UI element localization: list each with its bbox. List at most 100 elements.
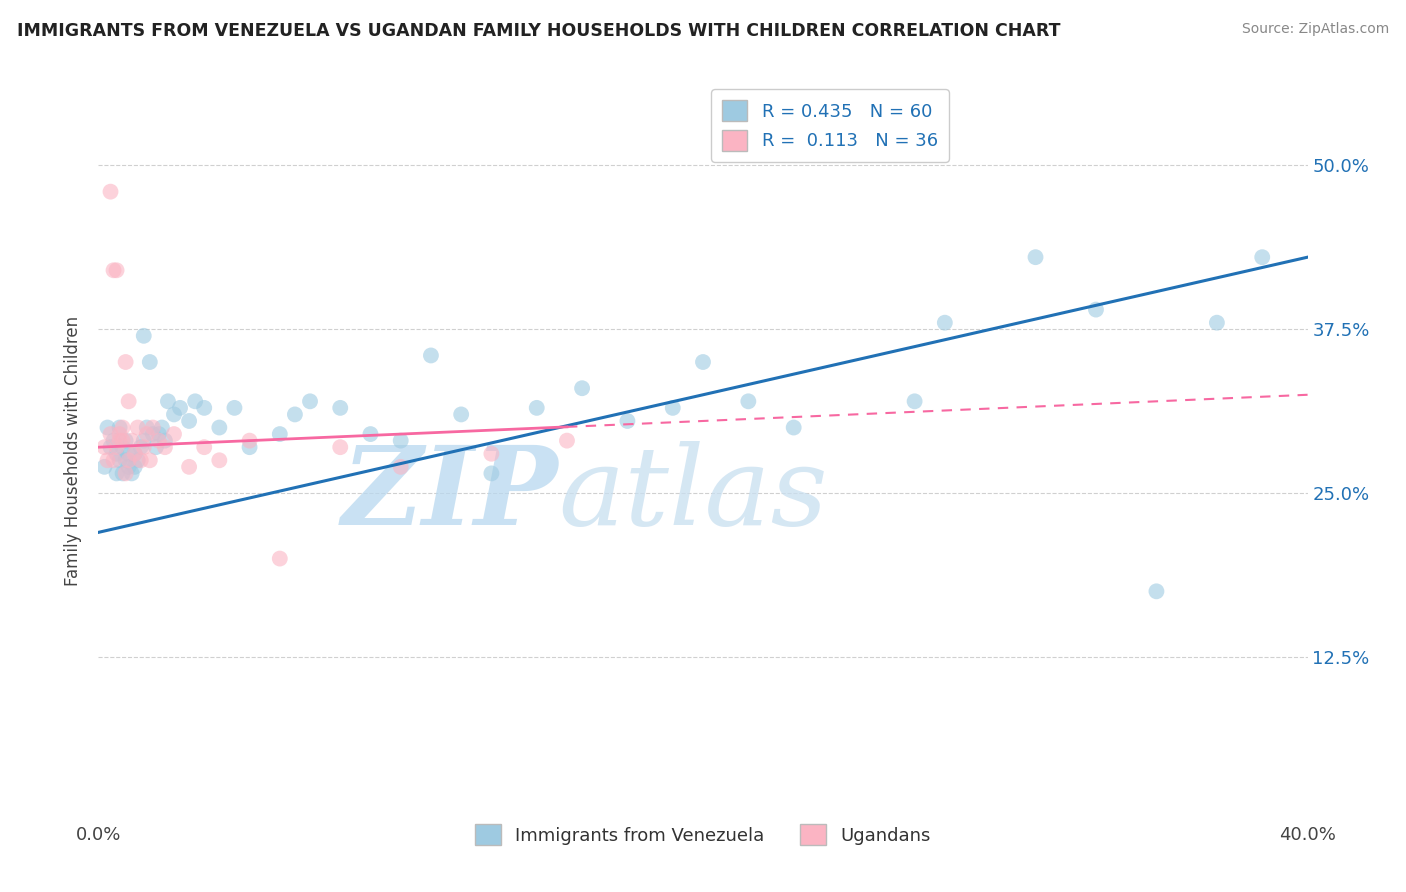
Point	[148, 434, 170, 448]
Point	[103, 434, 125, 448]
Point	[111, 440, 134, 454]
Point	[124, 459, 146, 474]
Point	[299, 394, 322, 409]
Point	[169, 401, 191, 415]
Point	[481, 467, 503, 481]
Point	[526, 401, 548, 415]
Point	[105, 263, 128, 277]
Point	[118, 447, 141, 461]
Point	[1144, 584, 1167, 599]
Point	[118, 453, 141, 467]
Point	[118, 459, 141, 474]
Point	[129, 440, 152, 454]
Point	[269, 427, 291, 442]
Point	[163, 408, 186, 422]
Point	[111, 420, 134, 434]
Point	[145, 440, 167, 454]
Point	[692, 355, 714, 369]
Point	[450, 408, 472, 422]
Point	[132, 328, 155, 343]
Point	[555, 434, 578, 448]
Point	[103, 263, 125, 277]
Point	[127, 453, 149, 467]
Point	[93, 440, 115, 454]
Point	[389, 434, 412, 448]
Point	[156, 394, 179, 409]
Point	[103, 453, 125, 467]
Point	[132, 440, 155, 454]
Point	[135, 427, 157, 442]
Point	[571, 381, 593, 395]
Point	[481, 447, 503, 461]
Point	[108, 434, 131, 448]
Point	[135, 420, 157, 434]
Point	[100, 427, 122, 442]
Point	[129, 453, 152, 467]
Point	[124, 447, 146, 461]
Text: IMMIGRANTS FROM VENEZUELA VS UGANDAN FAMILY HOUSEHOLDS WITH CHILDREN CORRELATION: IMMIGRANTS FROM VENEZUELA VS UGANDAN FAM…	[17, 22, 1060, 40]
Point	[114, 467, 136, 481]
Point	[124, 447, 146, 461]
Point	[139, 453, 162, 467]
Point	[783, 420, 806, 434]
Point	[284, 408, 307, 422]
Point	[1251, 250, 1274, 264]
Point	[100, 185, 122, 199]
Point	[184, 394, 207, 409]
Point	[239, 434, 262, 448]
Point	[114, 355, 136, 369]
Point	[208, 420, 231, 434]
Point	[93, 459, 115, 474]
Point	[96, 453, 118, 467]
Point	[179, 414, 201, 428]
Text: ZIP: ZIP	[342, 442, 558, 549]
Point	[118, 394, 141, 409]
Point	[108, 427, 131, 442]
Point	[111, 434, 134, 448]
Point	[108, 453, 131, 467]
Legend: Immigrants from Venezuela, Ugandans: Immigrants from Venezuela, Ugandans	[468, 817, 938, 853]
Point	[193, 440, 215, 454]
Point	[329, 401, 352, 415]
Point	[121, 434, 143, 448]
Text: atlas: atlas	[558, 442, 828, 549]
Point	[1206, 316, 1229, 330]
Point	[616, 414, 638, 428]
Point	[904, 394, 927, 409]
Point	[132, 434, 155, 448]
Point	[661, 401, 683, 415]
Point	[108, 420, 131, 434]
Point	[360, 427, 382, 442]
Point	[934, 316, 956, 330]
Point	[150, 420, 173, 434]
Point	[142, 427, 165, 442]
Point	[1024, 250, 1046, 264]
Point	[100, 440, 122, 454]
Point	[208, 453, 231, 467]
Point	[1085, 302, 1108, 317]
Point	[114, 434, 136, 448]
Point	[127, 420, 149, 434]
Point	[148, 427, 170, 442]
Point	[163, 427, 186, 442]
Point	[153, 434, 176, 448]
Point	[114, 453, 136, 467]
Point	[96, 420, 118, 434]
Point	[269, 551, 291, 566]
Point	[139, 355, 162, 369]
Point	[111, 467, 134, 481]
Point	[420, 348, 443, 362]
Point	[193, 401, 215, 415]
Point	[105, 447, 128, 461]
Point	[239, 440, 262, 454]
Point	[121, 467, 143, 481]
Point	[179, 459, 201, 474]
Point	[153, 440, 176, 454]
Point	[389, 459, 412, 474]
Point	[737, 394, 759, 409]
Point	[105, 440, 128, 454]
Point	[142, 420, 165, 434]
Point	[329, 440, 352, 454]
Text: Source: ZipAtlas.com: Source: ZipAtlas.com	[1241, 22, 1389, 37]
Point	[105, 467, 128, 481]
